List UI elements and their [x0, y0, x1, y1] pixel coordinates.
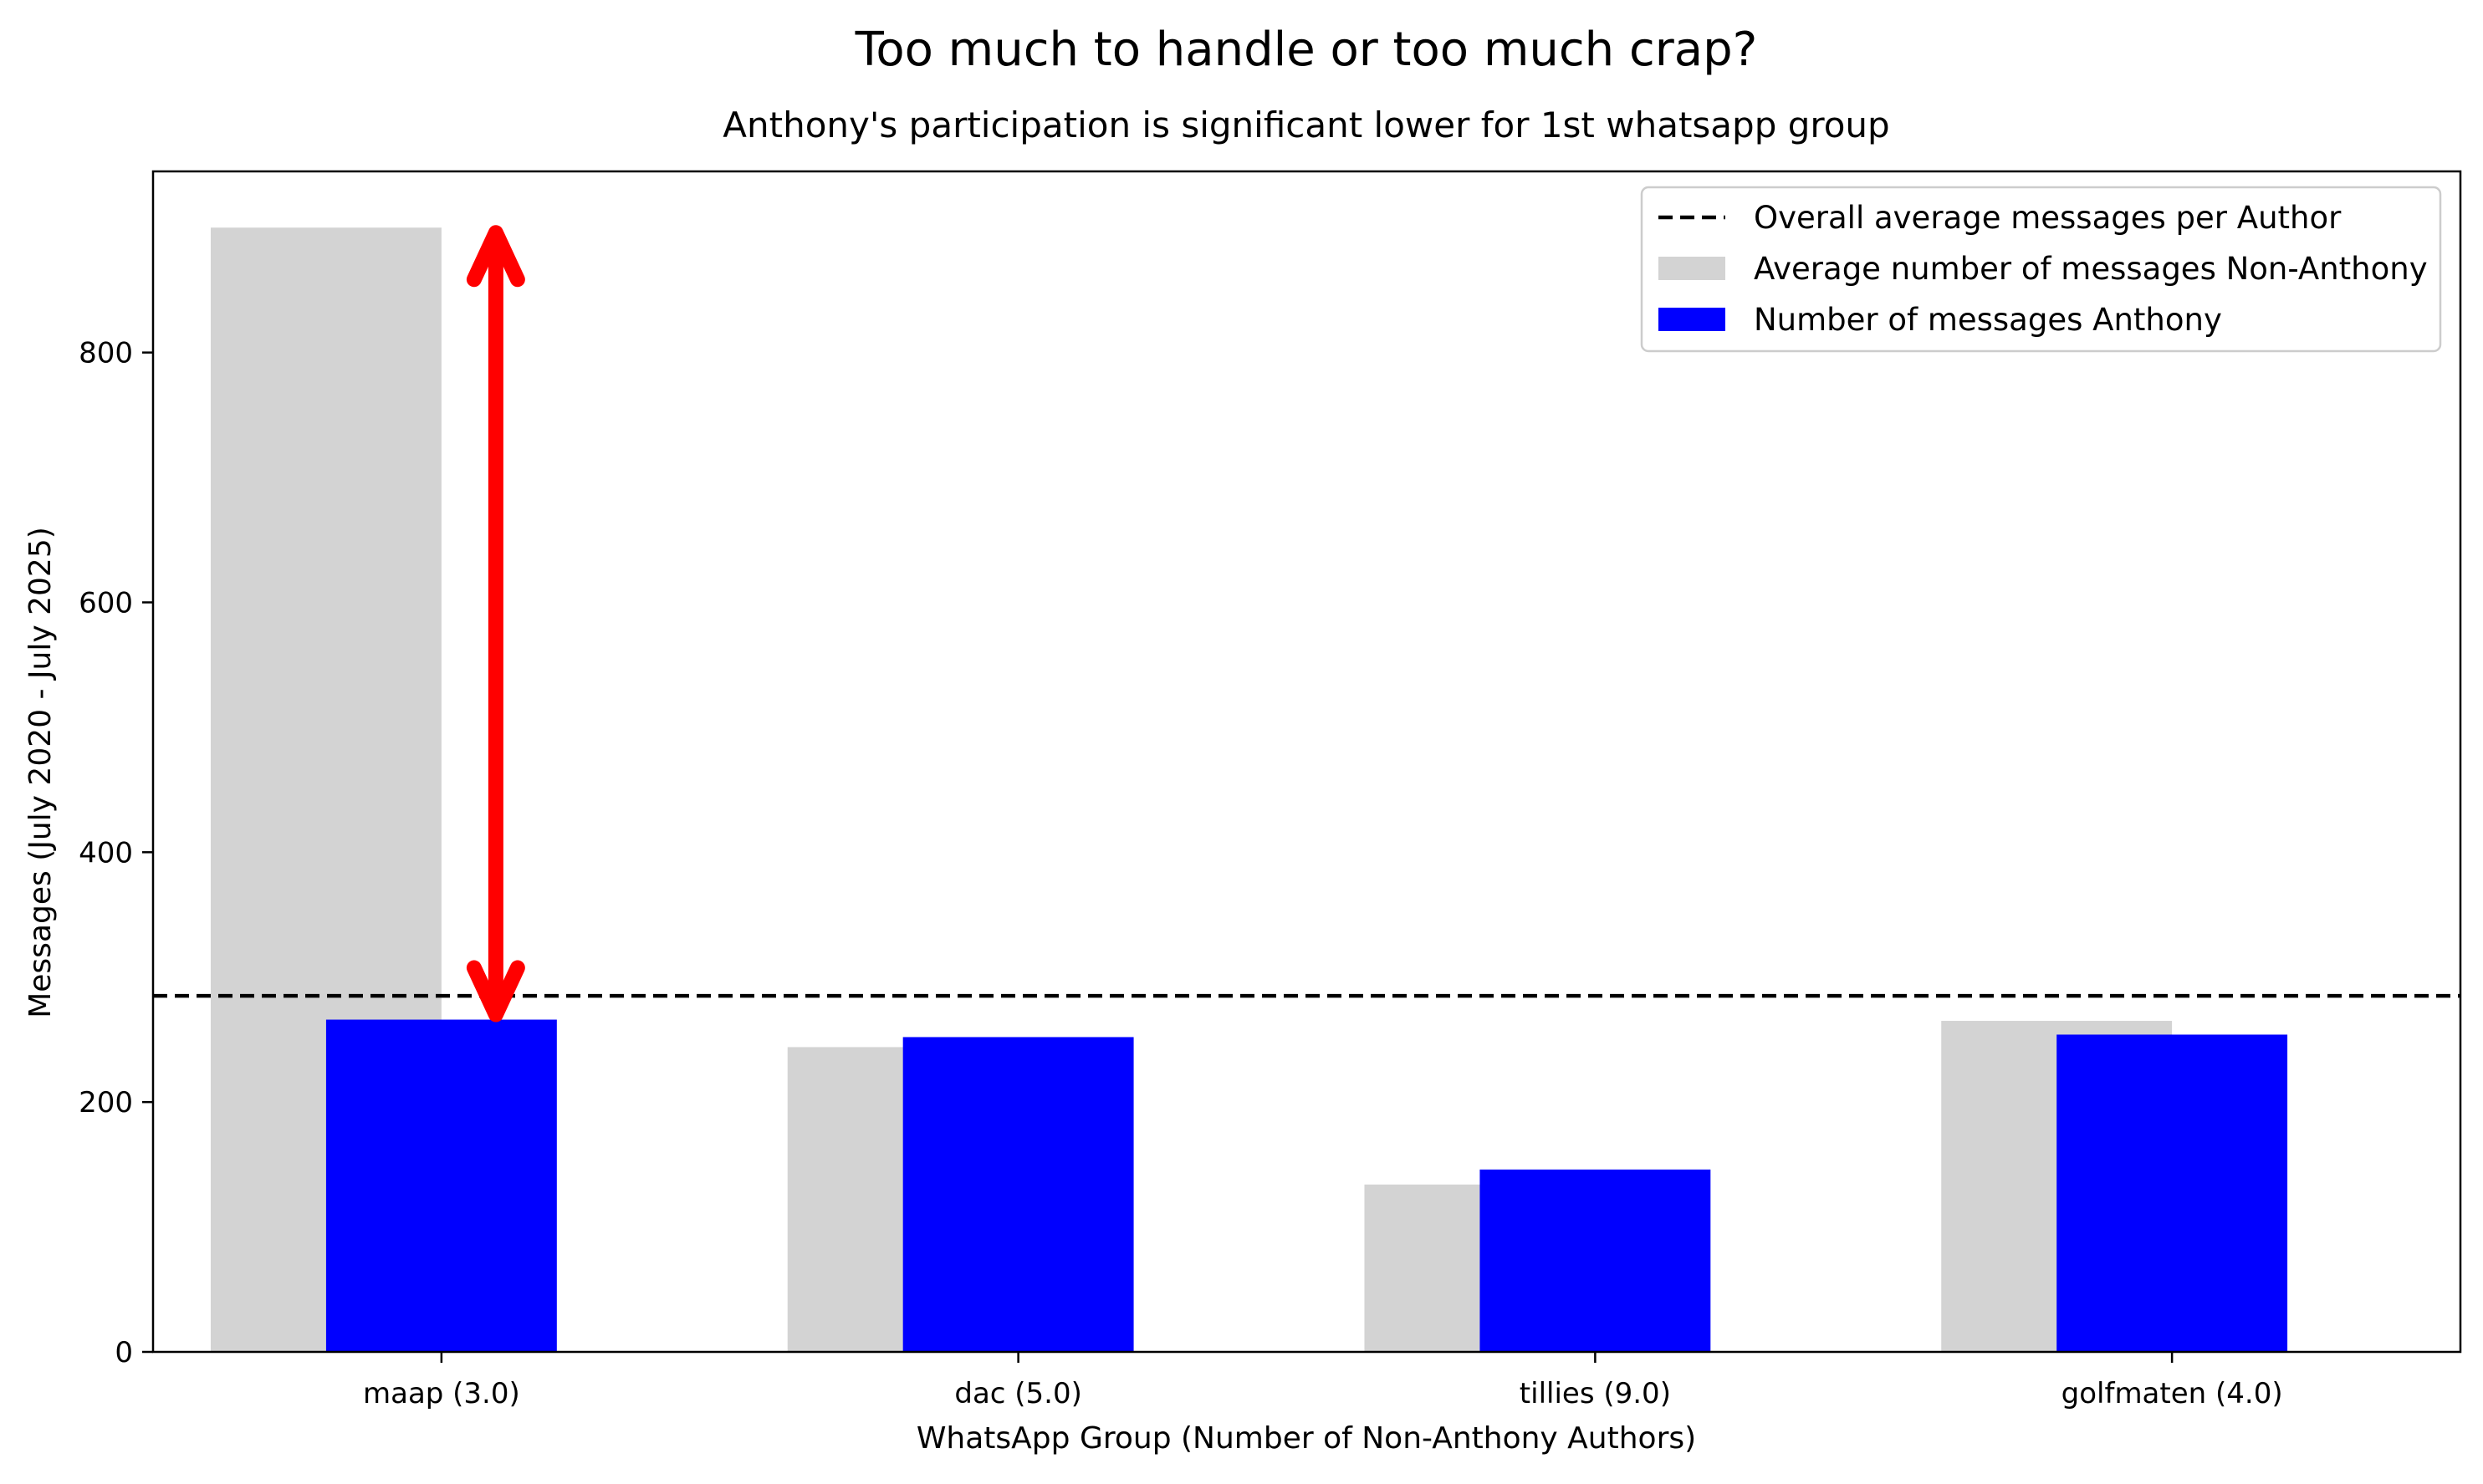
y-tick-label: 800 — [79, 337, 133, 370]
arrow-head-up — [466, 225, 525, 288]
axes: 0 200 400 600 800 maap (3.0) dac (5.0) tillies … — [79, 170, 2462, 1410]
legend-anthony-label: Number of messages Anthony — [1754, 302, 2222, 338]
y-axis-label: Messages (July 2020 - July 2025) — [23, 527, 58, 1018]
x-axis-label: WhatsApp Group (Number of Non-Anthony Au… — [917, 1421, 1696, 1456]
bar-anthony — [1479, 1169, 1711, 1352]
y-tick-label: 400 — [79, 836, 133, 869]
difference-arrow — [466, 225, 525, 1022]
legend-average-line-label: Overall average messages per Author — [1754, 200, 2342, 236]
legend-box — [1640, 186, 2442, 353]
x-tick-label: golfmaten (4.0) — [2062, 1377, 2283, 1410]
arrow-head-down — [466, 960, 525, 1022]
y-tick-label: 0 — [115, 1336, 133, 1369]
legend-non-anthony-label: Average number of messages Non-Anthony — [1754, 251, 2428, 287]
plot-area — [153, 225, 2460, 1353]
x-tick-label: tillies (9.0) — [1520, 1377, 1671, 1410]
y-tick-label: 600 — [79, 586, 133, 620]
y-tick-label: 200 — [79, 1086, 133, 1119]
x-tick-label: dac (5.0) — [954, 1377, 1082, 1410]
legend-anthony-swatch — [1658, 308, 1725, 331]
legend: Overall average messages per Author Avera… — [1640, 186, 2442, 353]
chart-subtitle: Anthony's participation is significant l… — [723, 105, 1889, 145]
legend-non-anthony-swatch — [1658, 257, 1725, 280]
plot-frame — [151, 170, 2462, 1354]
x-tick-label: maap (3.0) — [363, 1377, 520, 1410]
chart-title: Too much to handle or too much crap? — [855, 23, 1758, 77]
bar-anthony — [2056, 1034, 2288, 1352]
bar-anthony — [902, 1037, 1134, 1352]
bar-anthony — [325, 1019, 557, 1352]
